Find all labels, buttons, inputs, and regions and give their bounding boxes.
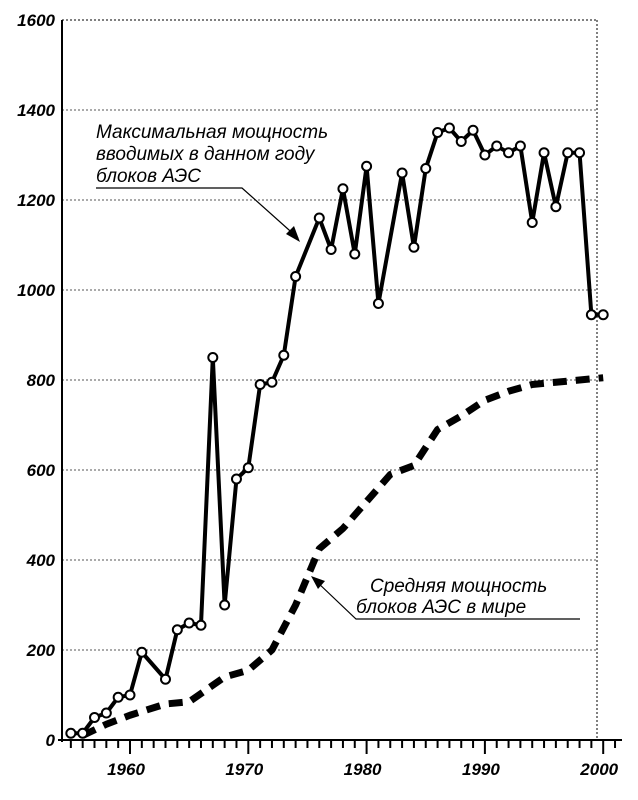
data-point <box>408 241 420 253</box>
annotation-max-line-2: вводимых в данном году <box>96 144 316 165</box>
data-point <box>254 379 266 390</box>
data-point <box>585 309 597 321</box>
data-point <box>432 127 444 138</box>
data-point <box>514 140 526 152</box>
data-point <box>526 217 538 228</box>
data-point <box>183 617 195 629</box>
data-point <box>420 163 432 174</box>
data-point <box>230 473 242 485</box>
y-tick-label: 1600 <box>17 11 55 30</box>
x-tick-label: 1970 <box>225 760 263 779</box>
data-point <box>325 244 337 255</box>
data-point <box>100 707 112 719</box>
data-point <box>266 376 278 388</box>
data-point <box>124 689 136 701</box>
data-point <box>349 248 361 260</box>
x-tick-label: 1980 <box>344 760 382 779</box>
annotation-max-leader <box>96 187 299 239</box>
annotation-avg-line-1b: блоков АЭС в мире <box>356 597 526 618</box>
data-point <box>290 271 302 282</box>
data-point <box>479 149 491 161</box>
x-tick-label: 1990 <box>462 760 500 779</box>
data-point <box>136 646 148 658</box>
y-tick-label: 1000 <box>17 281 55 300</box>
data-point <box>597 309 609 321</box>
annotation-avg-line-1: Средняя мощность <box>370 576 547 597</box>
data-point <box>337 183 349 195</box>
series-maximum-line <box>70 126 604 736</box>
data-point <box>491 140 503 152</box>
data-point <box>112 691 124 703</box>
y-tick-label: 0 <box>46 731 56 750</box>
y-tick-label: 600 <box>27 461 56 480</box>
data-point <box>443 122 455 134</box>
arrowhead-icon <box>286 226 300 242</box>
series <box>65 122 609 739</box>
series-average-dashed-line <box>81 374 604 739</box>
data-point <box>195 619 207 631</box>
data-point <box>171 624 183 636</box>
y-tick-label: 1200 <box>17 191 55 210</box>
y-tick-label: 800 <box>27 371 56 390</box>
data-point <box>396 167 408 179</box>
data-point <box>467 124 479 136</box>
data-point <box>207 352 219 363</box>
data-point <box>219 599 231 611</box>
x-tick-label: 2000 <box>579 760 618 779</box>
data-point <box>550 201 562 213</box>
annotation-max-line-3: блоков АЭС <box>96 166 201 187</box>
y-tick-label: 200 <box>26 641 56 660</box>
x-tick-label: 1960 <box>107 760 145 779</box>
annotation-avg-leader <box>315 580 580 620</box>
data-point <box>77 727 89 739</box>
data-point <box>562 147 574 159</box>
data-point <box>313 212 325 224</box>
data-point <box>65 727 77 739</box>
y-tick-label: 1400 <box>17 101 55 120</box>
data-point <box>574 147 586 159</box>
axes <box>58 19 622 754</box>
data-point <box>159 673 171 685</box>
data-point <box>372 298 384 309</box>
x-tick-labels: 1960 1970 1980 1990 2000 <box>107 760 619 779</box>
data-point <box>455 136 467 147</box>
arrowhead-icon <box>311 576 325 589</box>
annotations: Максимальная мощность вводимых в данном … <box>96 122 580 620</box>
data-point <box>361 160 373 172</box>
annotation-max-line-1: Максимальная мощность <box>96 122 328 143</box>
y-tick-labels: 0 200 400 600 800 1000 1200 1400 1600 <box>17 11 55 750</box>
data-point <box>503 147 515 159</box>
gridlines <box>62 19 597 651</box>
data-point <box>538 147 550 159</box>
y-tick-label: 400 <box>26 551 56 570</box>
data-point <box>242 462 254 474</box>
data-point <box>89 712 101 723</box>
data-point <box>278 349 290 361</box>
